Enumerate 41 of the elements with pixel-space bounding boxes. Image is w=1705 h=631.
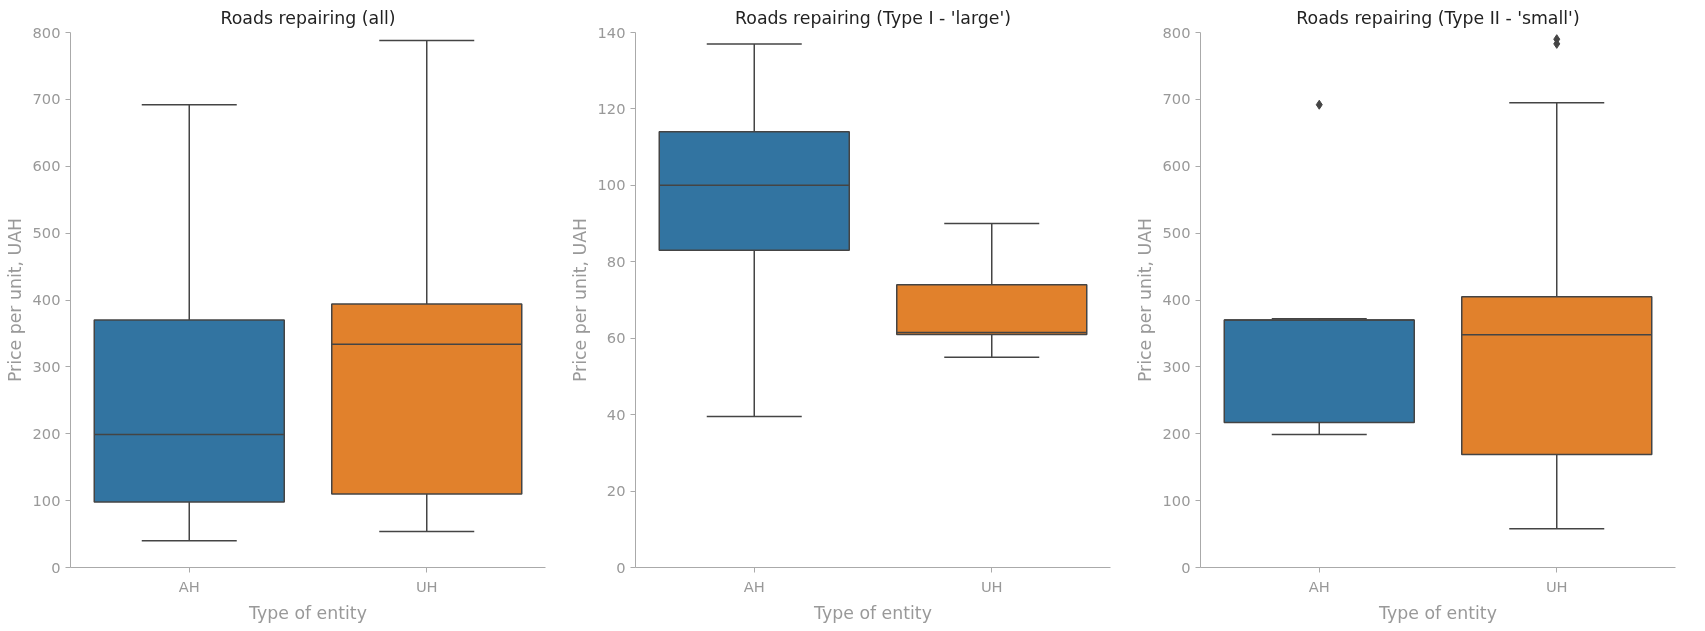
chart-title: Roads repairing (Type I - 'large') <box>735 7 1011 28</box>
x-axis-title: Type of entity <box>248 602 367 623</box>
y-tick-label: 200 <box>1162 424 1191 442</box>
x-tick-label: UH <box>1545 577 1568 595</box>
y-tick-label: 100 <box>32 491 61 509</box>
y-axis-title: Price per unit, UAH <box>569 217 590 383</box>
x-axis-title: Type of entity <box>813 602 932 623</box>
y-tick-label: 0 <box>1181 558 1191 576</box>
x-axis-title: Type of entity <box>1378 602 1497 623</box>
y-tick-label: 80 <box>606 252 626 270</box>
x-tick-label: AH <box>1308 577 1330 595</box>
y-tick-label: 800 <box>1162 23 1191 41</box>
y-tick-label: 100 <box>1162 491 1191 509</box>
y-tick-label: 400 <box>1162 291 1191 308</box>
y-tick-label: 700 <box>1162 90 1191 108</box>
y-tick-label: 500 <box>32 224 61 242</box>
y-tick-label: 200 <box>32 424 61 442</box>
y-tick-label: 600 <box>32 157 61 175</box>
y-tick-label: 700 <box>32 90 61 108</box>
y-tick-label: 20 <box>606 482 626 500</box>
y-tick-label: 120 <box>597 99 626 117</box>
y-tick-label: 300 <box>1162 357 1191 375</box>
y-tick-label: 600 <box>1162 157 1191 175</box>
y-axis-title: Price per unit, UAH <box>4 217 25 383</box>
chart-title: Roads repairing (all) <box>220 7 396 28</box>
y-tick-label: 500 <box>1162 224 1191 242</box>
y-tick-label: 300 <box>32 357 61 375</box>
y-tick-label: 60 <box>606 329 626 347</box>
y-tick-label: 140 <box>597 23 626 41</box>
y-axis-title: Price per unit, UAH <box>1134 217 1155 383</box>
x-tick-label: AH <box>178 577 200 595</box>
y-tick-label: 0 <box>616 558 626 576</box>
x-tick-label: UH <box>415 577 438 595</box>
y-tick-label: 0 <box>51 558 61 576</box>
y-tick-label: 100 <box>597 176 626 194</box>
y-tick-label: 400 <box>32 291 61 308</box>
x-tick-label: UH <box>980 577 1003 595</box>
chart-title: Roads repairing (Type II - 'small') <box>1296 7 1580 28</box>
x-tick-label: AH <box>743 577 765 595</box>
y-tick-label: 40 <box>606 405 626 423</box>
y-tick-label: 800 <box>32 23 61 41</box>
